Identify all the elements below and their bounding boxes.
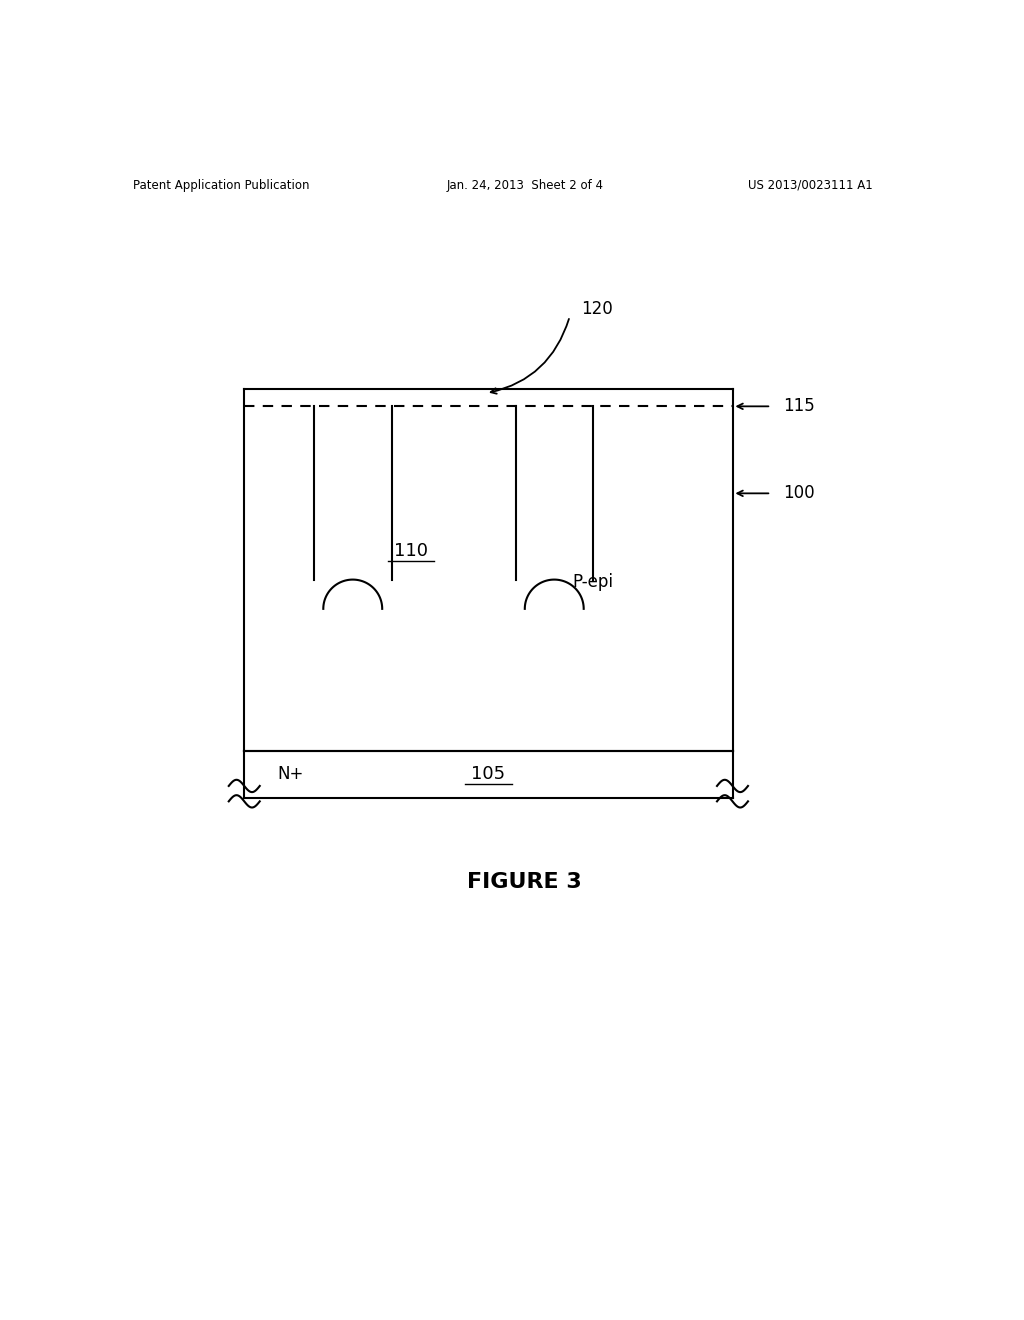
- Text: 120: 120: [582, 300, 613, 318]
- Text: US 2013/0023111 A1: US 2013/0023111 A1: [748, 178, 872, 191]
- Text: P-epi: P-epi: [572, 573, 613, 591]
- Text: 115: 115: [783, 397, 815, 416]
- Text: Jan. 24, 2013  Sheet 2 of 4: Jan. 24, 2013 Sheet 2 of 4: [446, 178, 603, 191]
- Text: N+: N+: [278, 766, 304, 783]
- Text: 110: 110: [394, 543, 428, 560]
- Text: Patent Application Publication: Patent Application Publication: [133, 178, 309, 191]
- Text: 100: 100: [783, 484, 814, 503]
- Text: FIGURE 3: FIGURE 3: [467, 873, 583, 892]
- Text: 105: 105: [471, 766, 506, 783]
